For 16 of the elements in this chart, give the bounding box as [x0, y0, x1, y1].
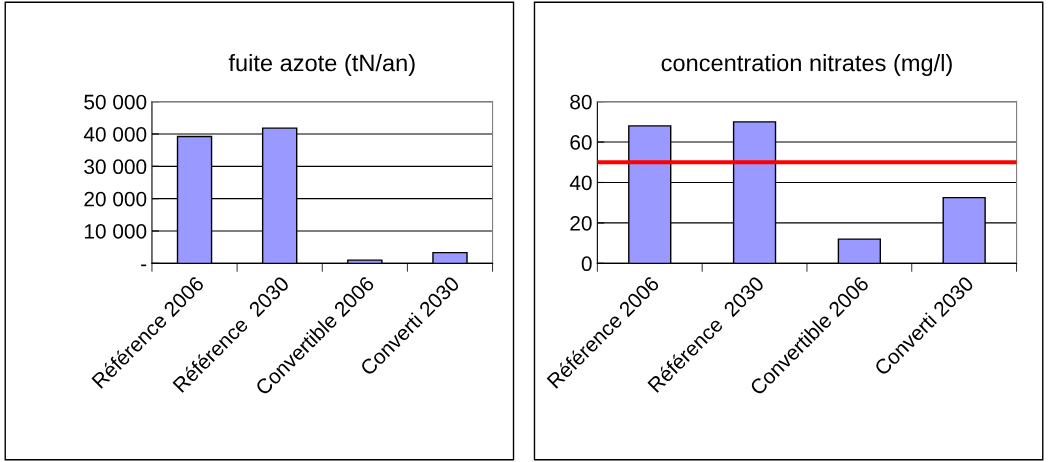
y-tick-label: 60 — [570, 135, 592, 150]
y-tick-label: 40 — [569, 175, 592, 191]
bar — [347, 259, 383, 264]
y-tick-label: 20 000 — [84, 191, 147, 207]
y-tick-label: 10 000 — [84, 224, 147, 239]
chart-title: concentration nitrates (mg/l) — [661, 53, 952, 76]
y-tick-label: 20 — [570, 215, 592, 231]
bar — [432, 251, 468, 264]
y-tick-label: 0 — [581, 256, 592, 272]
y-tick-label: 50 000 — [84, 94, 147, 110]
bar — [837, 238, 882, 264]
y-tick-label: 80 — [570, 94, 592, 110]
chart-title: fuite azote (tN/an) — [228, 53, 415, 76]
y-tick-label: 40 000 — [83, 126, 147, 142]
y-tick-label: - — [141, 264, 147, 267]
y-tick-label: 30 000 — [84, 159, 147, 175]
